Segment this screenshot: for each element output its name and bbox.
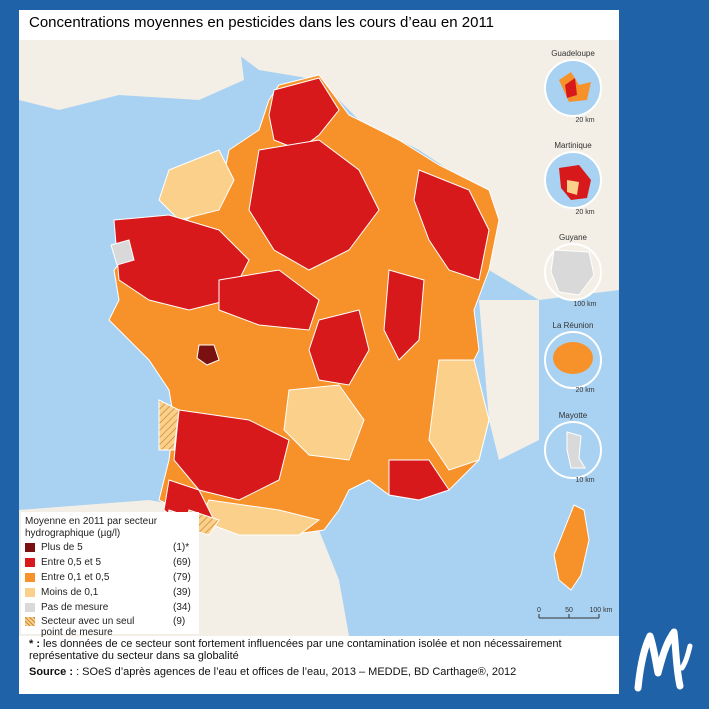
legend-item-pas-mesure: Pas de mesure (34) bbox=[25, 602, 195, 614]
legend-swatch bbox=[25, 617, 35, 626]
legend: Moyenne en 2011 par secteur hydrographiq… bbox=[21, 512, 199, 638]
inset-scale-mayotte: 10 km bbox=[575, 477, 594, 484]
inset-reunion bbox=[544, 331, 602, 389]
inset-mayotte bbox=[544, 421, 602, 479]
legend-label: Plus de 5 bbox=[41, 542, 83, 553]
sector-low-alps bbox=[428, 359, 490, 471]
sector-low-massif bbox=[283, 384, 365, 461]
legend-count: (34) bbox=[173, 602, 191, 613]
legend-label: Pas de mesure bbox=[41, 602, 109, 613]
legend-item-entre-05-5: Entre 0,5 et 5 (69) bbox=[25, 557, 195, 569]
legend-item-moins-01: Moins de 0,1 (39) bbox=[25, 587, 195, 599]
sector-high-loire bbox=[218, 269, 320, 331]
source-text: : SOeS d’après agences de l’eau et offic… bbox=[73, 666, 517, 678]
france-map: Guadeloupe 20 km Martinique 20 km Guyane… bbox=[19, 40, 619, 636]
legend-label: Secteur avec un seul point de mesure bbox=[41, 616, 134, 638]
map-card: Concentrations moyennes en pesticides da… bbox=[19, 10, 619, 694]
inset-label-guyane: Guyane bbox=[559, 233, 588, 242]
neighbor-land-southeast bbox=[479, 300, 539, 460]
footnote-text: les données de ce secteur sont fortement… bbox=[29, 638, 562, 662]
scale-tick-0: 0 bbox=[537, 607, 541, 614]
source-label: Source : bbox=[29, 666, 74, 678]
legend-item-plus-5: Plus de 5 (1)* bbox=[25, 542, 195, 554]
legend-label: Entre 0,1 et 0,5 bbox=[41, 572, 110, 583]
legend-count: (9) bbox=[173, 616, 186, 627]
map-area: Guadeloupe 20 km Martinique 20 km Guyane… bbox=[19, 40, 619, 638]
sector-nodata-brittany bbox=[110, 239, 135, 266]
scale-tick-100: 100 km bbox=[590, 607, 613, 614]
legend-swatch bbox=[25, 573, 35, 582]
legend-item-single-point: Secteur avec un seul point de mesure (9) bbox=[25, 616, 195, 638]
legend-label-line2: point de mesure bbox=[41, 627, 113, 638]
legend-count: (69) bbox=[173, 557, 191, 568]
inset-scale-martinique: 20 km bbox=[575, 209, 594, 216]
sector-high-east bbox=[413, 169, 490, 281]
inset-label-guadeloupe: Guadeloupe bbox=[551, 49, 595, 58]
inset-guyane bbox=[544, 243, 602, 301]
inset-martinique bbox=[544, 151, 602, 209]
legend-label: Entre 0,5 et 5 bbox=[41, 557, 102, 568]
sector-high-rhone-south bbox=[388, 459, 450, 501]
inset-scale-guyane: 100 km bbox=[574, 301, 597, 308]
legend-count: (39) bbox=[173, 587, 191, 598]
legend-count: (79) bbox=[173, 572, 191, 583]
legend-count: (1)* bbox=[173, 542, 190, 553]
neighbor-land-uk bbox=[19, 40, 244, 110]
source: Source : : SOeS d’après agences de l’eau… bbox=[29, 666, 609, 678]
scale-bar: 0 50 100 km bbox=[537, 607, 613, 619]
legend-label-line1: Secteur avec un seul bbox=[41, 616, 135, 627]
neighbor-land-north bbox=[219, 40, 619, 300]
legend-swatch bbox=[25, 558, 35, 567]
legend-swatch bbox=[25, 603, 35, 612]
map-title: Concentrations moyennes en pesticides da… bbox=[29, 14, 495, 31]
ministry-logo bbox=[634, 628, 693, 692]
inset-guadeloupe bbox=[544, 59, 602, 117]
inset-scale-guadeloupe: 20 km bbox=[575, 117, 594, 124]
scale-tick-50: 50 bbox=[565, 607, 573, 614]
legend-swatch bbox=[25, 588, 35, 597]
legend-item-entre-01-05: Entre 0,1 et 0,5 (79) bbox=[25, 572, 195, 584]
corsica bbox=[553, 504, 590, 591]
sector-high-parisbasin bbox=[248, 139, 380, 271]
legend-title: Moyenne en 2011 par secteur hydrographiq… bbox=[25, 516, 157, 540]
inset-label-mayotte: Mayotte bbox=[559, 411, 588, 420]
inset-label-reunion: La Réunion bbox=[553, 321, 594, 330]
sector-low-normandy bbox=[158, 149, 235, 221]
legend-title-line1: Moyenne en 2011 par secteur bbox=[25, 516, 158, 527]
footnote: * : les données de ce secteur sont forte… bbox=[29, 638, 609, 662]
sector-hatched-landes bbox=[158, 399, 180, 451]
sector-very-high bbox=[196, 344, 220, 366]
footnote-marker: * : bbox=[29, 638, 40, 650]
inset-label-martinique: Martinique bbox=[554, 141, 592, 150]
legend-label: Moins de 0,1 bbox=[41, 587, 99, 598]
legend-title-line2: hydrographique (µg/l) bbox=[25, 528, 121, 539]
inset-scale-reunion: 20 km bbox=[575, 387, 594, 394]
legend-swatch bbox=[25, 543, 35, 552]
sector-high-centre bbox=[308, 309, 370, 386]
sector-high-burgundy bbox=[383, 269, 425, 361]
sector-high-southwest bbox=[173, 409, 290, 501]
